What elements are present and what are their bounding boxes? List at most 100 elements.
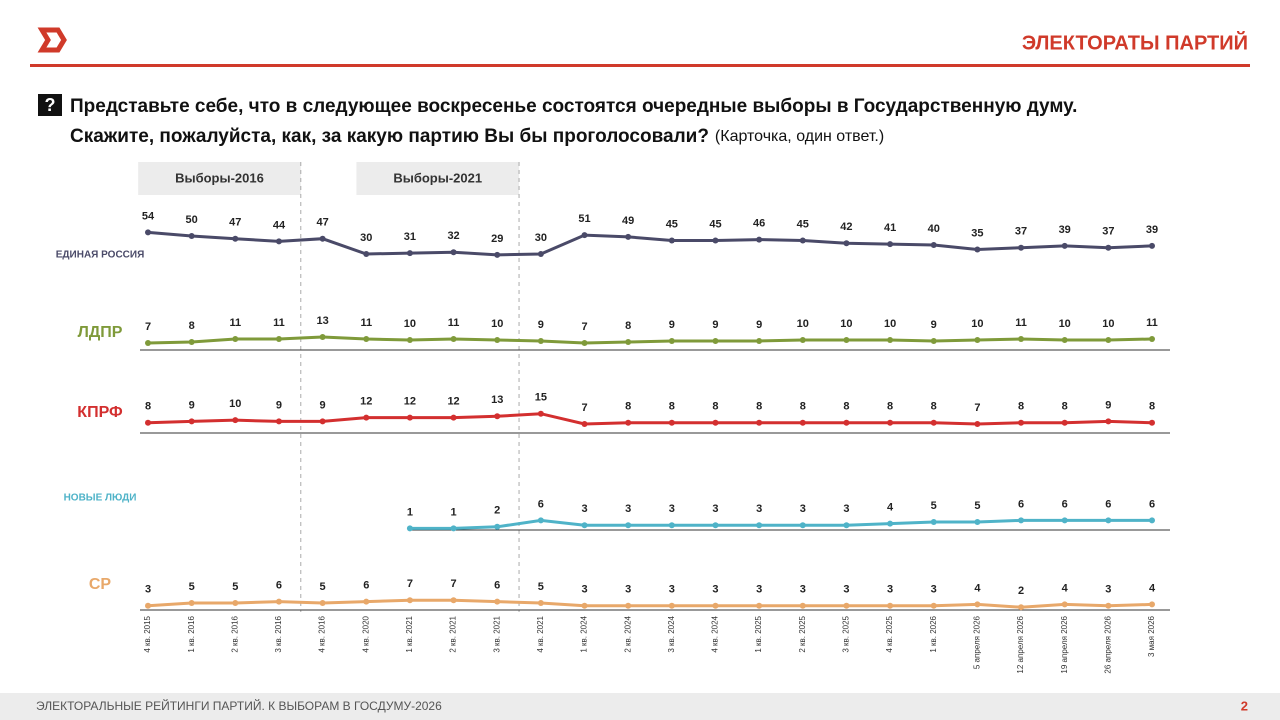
series-line [409, 518, 1152, 530]
data-label: 45 [797, 218, 809, 230]
data-point [581, 421, 588, 427]
data-point [887, 419, 894, 426]
data-point [188, 233, 195, 239]
data-point [1018, 517, 1025, 524]
data-label: 47 [316, 217, 328, 229]
data-label: 3 [625, 503, 631, 515]
data-point [1105, 517, 1112, 524]
data-point [1105, 602, 1112, 609]
data-point [406, 597, 413, 604]
data-label: 7 [581, 321, 587, 333]
data-point [668, 419, 675, 426]
data-point [537, 517, 544, 524]
data-point [1061, 601, 1068, 608]
question-text: Скажите, пожалуйста, как, за какую парти… [70, 126, 709, 147]
x-tick-label: 19 апреля 2026 [1060, 615, 1069, 673]
data-point [843, 337, 850, 343]
x-tick-label: 2 кв. 2016 [230, 615, 239, 652]
data-label: 29 [491, 233, 503, 245]
data-label: 8 [931, 401, 937, 413]
data-label: 3 [843, 584, 849, 596]
data-label: 6 [1018, 498, 1024, 510]
data-point [275, 598, 282, 605]
data-point [843, 602, 850, 609]
data-label: 5 [931, 500, 937, 512]
x-tick-label: 1 кв. 2024 [580, 615, 589, 652]
data-label: 8 [669, 401, 675, 413]
data-label: 13 [316, 315, 328, 327]
data-label: 3 [1105, 584, 1111, 596]
data-point [843, 240, 850, 247]
header-rule [30, 64, 1250, 67]
data-label: 10 [884, 318, 896, 330]
data-point [974, 601, 981, 608]
data-label: 6 [1149, 498, 1155, 510]
data-label: 6 [538, 498, 544, 510]
series-line [147, 598, 1153, 609]
data-label: 7 [145, 321, 151, 333]
data-point [319, 600, 326, 606]
data-point [799, 337, 806, 343]
data-label: 9 [756, 319, 762, 331]
data-point [363, 414, 370, 421]
data-point [319, 418, 326, 425]
data-point [756, 522, 763, 529]
data-point [887, 520, 894, 527]
data-label: 6 [494, 580, 500, 592]
data-label: 8 [756, 401, 762, 413]
data-label: 54 [142, 210, 155, 222]
data-label: 10 [1102, 318, 1114, 330]
data-point [494, 337, 501, 343]
data-label: 13 [491, 394, 503, 406]
x-tick-label: 1 кв. 2026 [929, 615, 938, 652]
data-point [232, 336, 239, 342]
question-note: (Карточка, один ответ.) [715, 128, 884, 145]
data-label: 10 [971, 318, 983, 330]
data-label: 9 [669, 319, 675, 331]
series-line [147, 230, 1153, 257]
data-label: 4 [1062, 582, 1069, 594]
data-point [668, 522, 675, 529]
data-label: 8 [1062, 401, 1068, 413]
election-band [356, 162, 520, 195]
data-label: 3 [931, 584, 937, 596]
data-label: 12 [404, 395, 416, 407]
data-label: 4 [1149, 582, 1156, 594]
x-tick-label: 2 кв. 2024 [623, 615, 632, 652]
data-point [188, 600, 195, 606]
data-label: 5 [232, 581, 238, 593]
series-line [147, 335, 1153, 345]
data-label: 2 [494, 505, 500, 517]
data-label: 3 [669, 584, 675, 596]
data-point [363, 336, 370, 342]
data-point [275, 238, 282, 245]
data-label: 45 [709, 218, 721, 230]
party-logo: НОВЫЕ ЛЮДИ [64, 493, 137, 504]
data-label: 1 [407, 506, 413, 518]
data-point [450, 597, 457, 604]
data-point [537, 338, 544, 344]
data-point [712, 237, 719, 244]
data-point [712, 338, 719, 344]
data-label: 3 [145, 584, 151, 596]
data-label: 32 [447, 230, 459, 242]
data-point [1018, 244, 1025, 251]
data-point [668, 338, 675, 344]
data-label: 45 [666, 218, 678, 230]
x-tick-label: 3 мая 2026 [1147, 615, 1156, 657]
data-label: 10 [840, 318, 852, 330]
data-label: 3 [625, 584, 631, 596]
data-point [406, 525, 413, 532]
x-tick-label: 3 кв. 2025 [842, 615, 851, 652]
data-label: 3 [800, 503, 806, 515]
data-point [581, 340, 588, 346]
data-point [1105, 337, 1112, 343]
data-label: 5 [320, 581, 326, 593]
data-label: 10 [404, 318, 416, 330]
data-label: 12 [447, 395, 459, 407]
data-point [145, 419, 151, 426]
data-point [232, 417, 239, 424]
footer-text: ЭЛЕКТОРАЛЬНЫЕ РЕЙТИНГИ ПАРТИЙ. К ВЫБОРАМ… [36, 698, 442, 713]
data-label: 44 [273, 219, 286, 231]
